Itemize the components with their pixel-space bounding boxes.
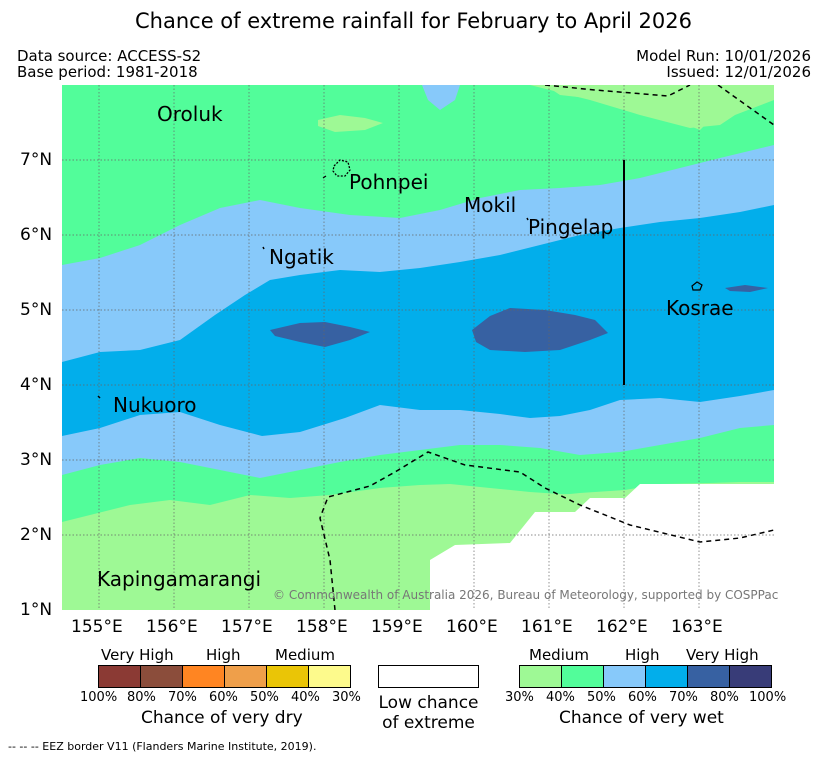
dry-legend-bar	[98, 665, 351, 688]
lon-label-159e: 159°E	[371, 617, 423, 637]
place-pingelap: Pingelap	[528, 215, 614, 239]
wet-swatch-50-60	[604, 666, 646, 687]
eez-border	[319, 85, 774, 610]
wet-cat-medium: Medium	[529, 646, 589, 664]
place-nukuoro: Nukuoro	[113, 393, 197, 417]
lat-label-4n: 4°N	[20, 375, 53, 395]
low-chance-line1: Low chance	[378, 693, 479, 713]
place-kapingamarangi: Kapingamarangi	[97, 567, 262, 591]
pohnpei-island-icon	[332, 159, 351, 177]
dry-legend-caption: Chance of very dry	[141, 708, 303, 728]
model-run-label: Model Run: 10/01/2026	[636, 47, 811, 65]
dry-tick-30: 30%	[332, 690, 361, 705]
wet-legend-bar	[519, 665, 772, 688]
wet-tick-70: 70%	[669, 690, 698, 705]
lon-label-160e: 160°E	[446, 617, 498, 637]
wet-tick-100: 100%	[749, 690, 787, 705]
wet-tick-40: 40%	[546, 690, 575, 705]
place-ngatik: Ngatik	[269, 245, 334, 269]
lon-label-157e: 157°E	[221, 617, 273, 637]
lon-label-158e: 158°E	[296, 617, 348, 637]
dry-swatch-80-70	[141, 666, 183, 687]
dry-tick-60: 60%	[209, 690, 238, 705]
lon-label-155e: 155°E	[71, 617, 123, 637]
lat-label-5n: 5°N	[20, 300, 53, 320]
lon-label-163e: 163°E	[671, 617, 723, 637]
wet-cat-very-high: Very High	[686, 646, 759, 664]
dry-tick-80: 80%	[127, 690, 156, 705]
base-period-label: Base period: 1981-2018	[17, 63, 198, 81]
place-mokil: Mokil	[464, 193, 517, 217]
wet-tick-80: 80%	[710, 690, 739, 705]
wet-swatch-40-50	[562, 666, 604, 687]
lat-label-6n: 6°N	[20, 225, 53, 245]
probability-shading	[62, 85, 774, 610]
wet-swatch-80-100	[730, 666, 771, 687]
dry-tick-40: 40%	[291, 690, 320, 705]
dry-cat-very-high: Very High	[101, 646, 174, 664]
lon-label-161e: 161°E	[521, 617, 573, 637]
lat-label-3n: 3°N	[20, 450, 53, 470]
kosrae-island-icon	[691, 281, 703, 291]
low-chance-line2: of extreme	[382, 713, 475, 733]
dry-swatch-70-60	[183, 666, 225, 687]
dry-cat-medium: Medium	[275, 646, 335, 664]
place-pohnpei: Pohnpei	[349, 170, 429, 194]
dry-cat-high: High	[206, 646, 241, 664]
wet-swatch-30-40	[520, 666, 562, 687]
lat-label-1n: 1°N	[20, 600, 53, 620]
wet-legend-caption: Chance of very wet	[559, 708, 724, 728]
place-oroluk: Oroluk	[157, 102, 223, 126]
dry-swatch-60-50	[225, 666, 267, 687]
dry-swatch-100-80	[99, 666, 141, 687]
lat-label-7n: 7°N	[20, 150, 53, 170]
issued-label: Issued: 12/01/2026	[666, 63, 811, 81]
eez-footnote: -- -- -- EEZ border V11 (Flanders Marine…	[8, 740, 317, 753]
copyright-notice: © Commonwealth of Australia 2026, Bureau…	[273, 588, 779, 602]
dry-tick-70: 70%	[168, 690, 197, 705]
wet-tick-60: 60%	[628, 690, 657, 705]
dry-tick-50: 50%	[250, 690, 279, 705]
dry-tick-100: 100%	[80, 690, 118, 705]
lat-label-2n: 2°N	[20, 525, 53, 545]
lon-label-162e: 162°E	[596, 617, 648, 637]
lon-label-156e: 156°E	[146, 617, 198, 637]
place-kosrae: Kosrae	[666, 296, 734, 320]
wet-cat-high: High	[625, 646, 660, 664]
low-chance-swatch	[378, 665, 479, 688]
wet-tick-50: 50%	[587, 690, 616, 705]
dry-swatch-50-40	[267, 666, 309, 687]
wet-swatch-60-70	[646, 666, 688, 687]
data-source-label: Data source: ACCESS-S2	[17, 47, 202, 65]
wet-swatch-70-80	[688, 666, 730, 687]
wet-tick-30: 30%	[505, 690, 534, 705]
map-title: Chance of extreme rainfall for February …	[135, 9, 692, 33]
dry-swatch-40-30	[309, 666, 350, 687]
